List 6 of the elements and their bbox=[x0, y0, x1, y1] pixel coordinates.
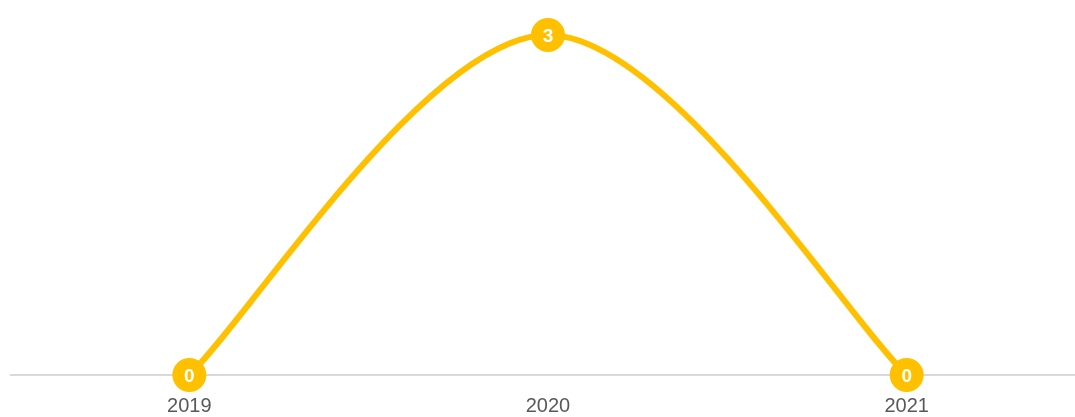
data-label: 0 bbox=[901, 364, 912, 386]
x-tick-label: 2021 bbox=[884, 394, 929, 417]
data-label: 3 bbox=[542, 24, 554, 46]
x-tick-label: 2019 bbox=[167, 394, 212, 417]
x-tick-label: 2020 bbox=[525, 394, 571, 417]
data-label: 0 bbox=[184, 364, 195, 386]
